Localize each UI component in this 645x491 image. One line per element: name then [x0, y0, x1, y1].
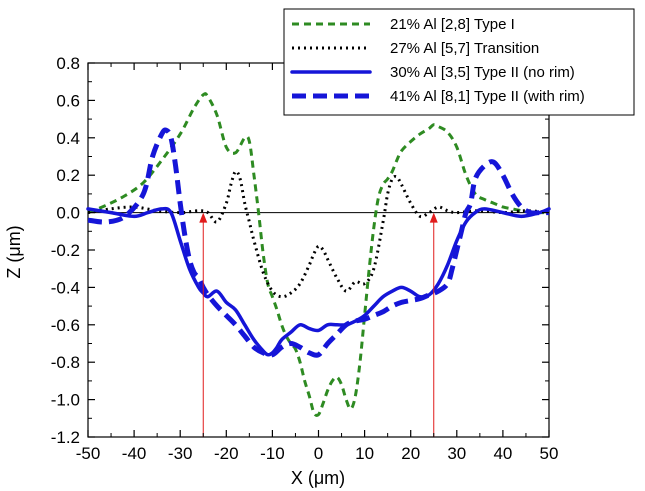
plot-border — [87, 62, 550, 438]
series-line-4 — [87, 127, 549, 358]
y-tick-label: 0.4 — [56, 129, 80, 148]
y-tick-label: -0.8 — [51, 353, 80, 372]
y-tick-label: -0.2 — [51, 241, 80, 260]
x-tick-label: -40 — [122, 444, 147, 463]
x-axis: -50 -40 -30 -20 -10 0 10 20 30 40 50 — [76, 63, 559, 463]
x-tick-label: -50 — [76, 444, 101, 463]
arrow-head-2 — [429, 212, 438, 223]
y-axis: -1.2 -1.0 -0.8 -0.6 -0.4 -0.2 0.0 0.2 0.4 0.6 0.8 — [51, 54, 549, 447]
y-tick-label: -1.2 — [51, 428, 80, 447]
legend: 21% Al [2,8] Type I 27% Al [5,7] Transiti… — [283, 8, 635, 116]
y-tick-label: -0.4 — [51, 278, 80, 297]
y-axis-title: Z (μm) — [4, 225, 24, 278]
x-axis-title: X (μm) — [291, 468, 345, 488]
y-tick-label: -0.6 — [51, 316, 80, 335]
y-tick-label: 0.0 — [56, 204, 80, 223]
x-tick-label: 30 — [447, 444, 466, 463]
x-tick-label: 40 — [493, 444, 512, 463]
plot-area — [87, 62, 550, 438]
x-tick-label: -20 — [214, 444, 239, 463]
legend-label-3: 30% Al [3,5] Type II (no rim) — [390, 64, 575, 81]
y-tick-label: 0.2 — [56, 166, 80, 185]
legend-label-1: 21% Al [2,8] Type I — [390, 16, 515, 33]
series-line-3 — [86, 206, 551, 357]
x-tick-label: -30 — [168, 444, 193, 463]
x-tick-label: 0 — [314, 444, 323, 463]
x-tick-label: -10 — [260, 444, 285, 463]
y-tick-label: -1.0 — [51, 391, 80, 410]
x-tick-label: 20 — [401, 444, 420, 463]
x-tick-label: 10 — [355, 444, 374, 463]
series-line-2 — [87, 169, 550, 299]
x-tick-label: 50 — [540, 444, 559, 463]
legend-label-2: 27% Al [5,7] Transition — [390, 40, 539, 57]
y-tick-label: 0.6 — [56, 91, 80, 110]
legend-label-4: 41% Al [8,1] Type II (with rim) — [390, 88, 585, 105]
arrow-head-1 — [199, 212, 208, 223]
annotation-arrows — [199, 212, 438, 437]
y-tick-label: 0.8 — [56, 54, 80, 73]
series-line-1 — [87, 92, 549, 417]
series-group — [86, 92, 551, 417]
